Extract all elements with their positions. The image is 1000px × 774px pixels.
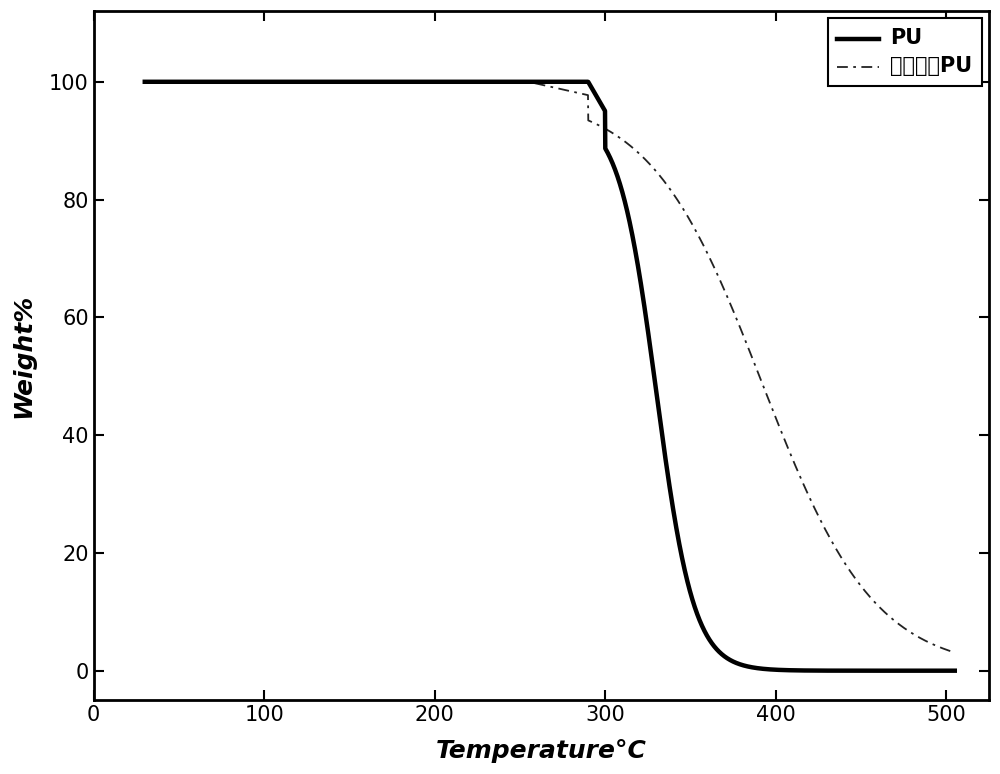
PU [933, 666, 945, 676]
PU [484, 77, 496, 87]
PU [279, 77, 291, 87]
改性后的PU [231, 77, 243, 87]
改性后的PU [484, 77, 496, 87]
改性后的PU [933, 642, 945, 652]
改性后的PU [279, 77, 291, 87]
改性后的PU [949, 648, 961, 657]
改性后的PU [139, 77, 151, 87]
X-axis label: Temperature°C: Temperature°C [436, 739, 647, 763]
Y-axis label: Weight%: Weight% [11, 293, 35, 418]
改性后的PU [449, 77, 461, 87]
PU [949, 666, 961, 676]
PU [449, 77, 461, 87]
Line: PU: PU [145, 82, 955, 671]
PU [139, 77, 151, 87]
PU [846, 666, 858, 676]
Line: 改性后的PU: 改性后的PU [145, 82, 955, 652]
改性后的PU [846, 569, 858, 578]
PU [231, 77, 243, 87]
Legend: PU, 改性后的PU: PU, 改性后的PU [828, 18, 982, 86]
